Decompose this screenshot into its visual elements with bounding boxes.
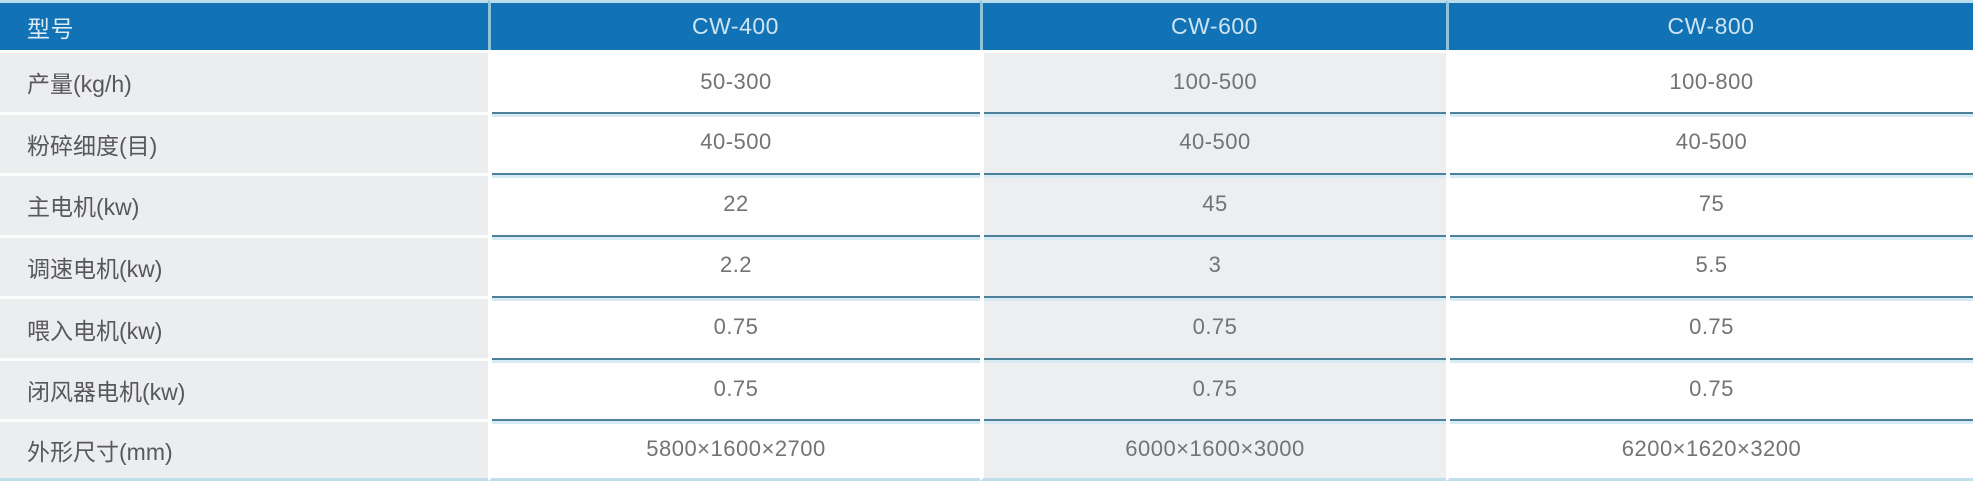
spec-value: 40-500: [980, 111, 1446, 174]
row-label-main-motor: 主电机(kw): [0, 173, 488, 235]
spec-value: 0.75: [1446, 296, 1973, 358]
spec-value: 0.75: [1446, 357, 1973, 420]
spec-value: 0.75: [980, 357, 1446, 420]
spec-value: 40-500: [1446, 111, 1973, 174]
spec-value: 22: [488, 173, 980, 235]
spec-value: 100-800: [1446, 50, 1973, 112]
spec-value: 6200×1620×3200: [1446, 419, 1973, 481]
row-label-feed-motor: 喂入电机(kw): [0, 296, 488, 358]
spec-value: 40-500: [488, 111, 980, 174]
spec-value: 5800×1600×2700: [488, 419, 980, 481]
row-label-fineness: 粉碎细度(目): [0, 111, 488, 174]
row-label-dimensions: 外形尺寸(mm): [0, 419, 488, 481]
spec-value: 0.75: [488, 357, 980, 420]
spec-value: 75: [1446, 173, 1973, 235]
spec-value: 50-300: [488, 50, 980, 112]
column-header-cw400: CW-400: [488, 0, 980, 50]
column-header-cw800: CW-800: [1446, 0, 1973, 50]
spec-value: 6000×1600×3000: [980, 419, 1446, 481]
spec-value: 0.75: [980, 296, 1446, 358]
spec-value: 100-500: [980, 50, 1446, 112]
header-model-label: 型号: [0, 0, 488, 50]
spec-value: 5.5: [1446, 234, 1973, 297]
spec-value: 0.75: [488, 296, 980, 358]
spec-value: 45: [980, 173, 1446, 235]
spec-value: 2.2: [488, 234, 980, 297]
spec-value: 3: [980, 234, 1446, 297]
row-label-airlock-motor: 闭风器电机(kw): [0, 357, 488, 420]
column-header-cw600: CW-600: [980, 0, 1446, 50]
row-label-output: 产量(kg/h): [0, 50, 488, 112]
row-label-speed-motor: 调速电机(kw): [0, 234, 488, 297]
